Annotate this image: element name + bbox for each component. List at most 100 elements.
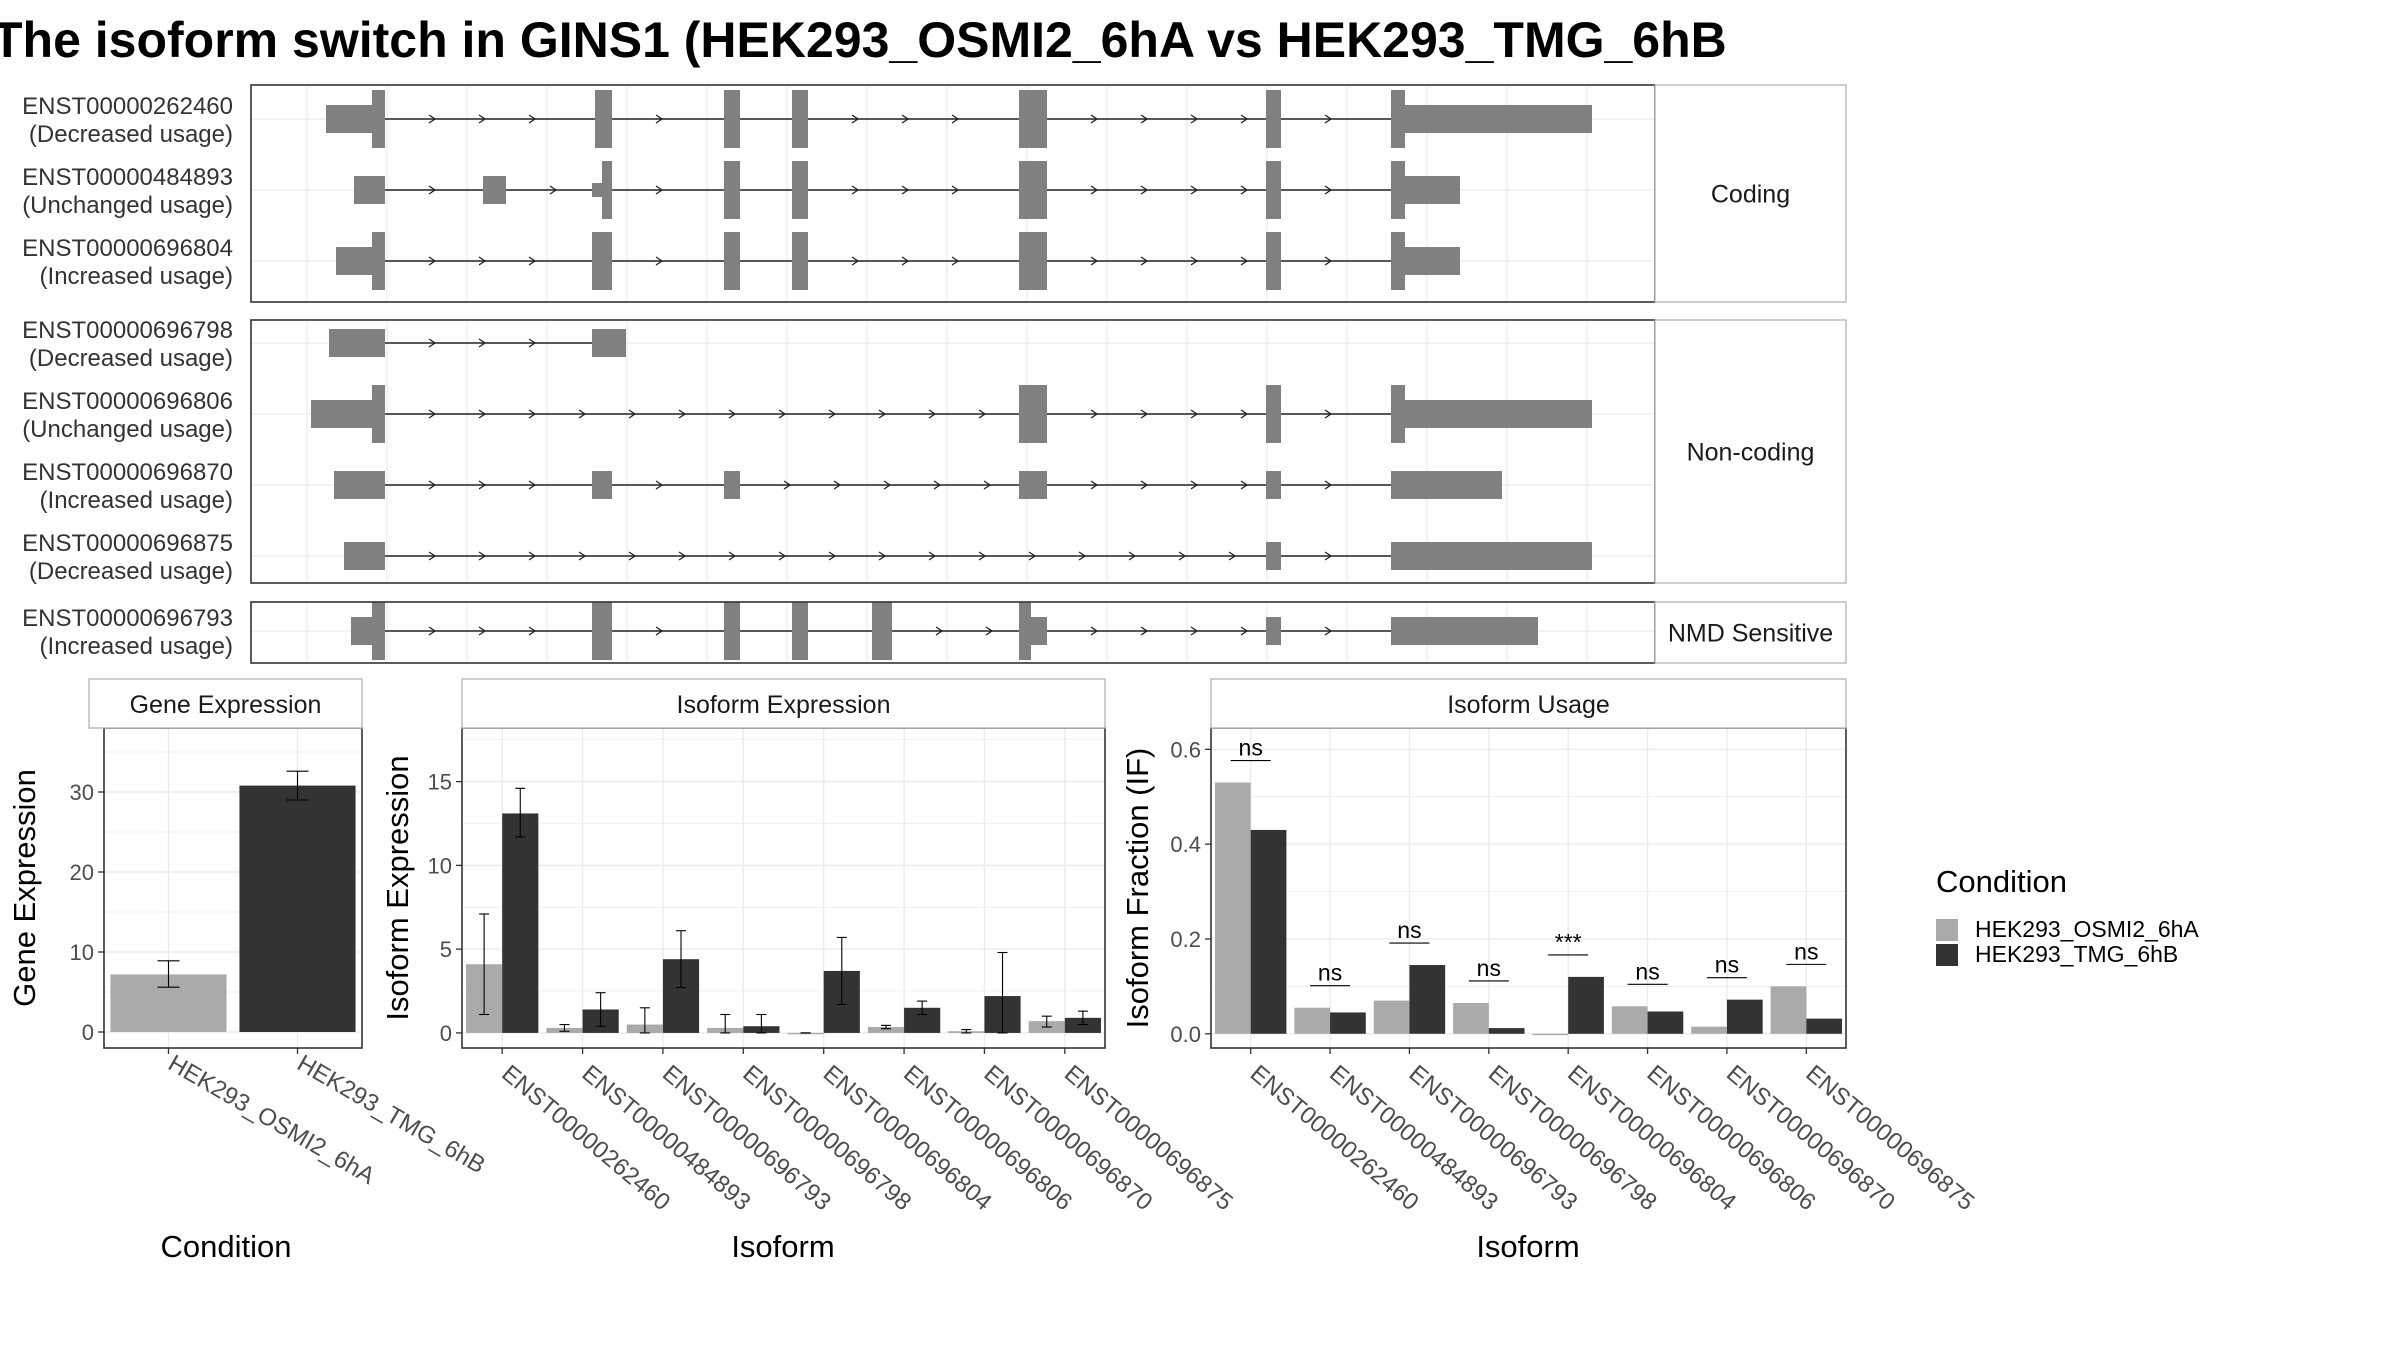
intron-arrow	[778, 409, 787, 419]
exon-block	[1019, 232, 1047, 290]
intron-arrow	[1090, 256, 1099, 266]
y-axis-label: Gene Expression	[7, 769, 42, 1007]
intron-arrow	[478, 114, 487, 124]
bar	[1647, 1011, 1684, 1034]
intron-arrow	[728, 551, 737, 561]
exon-block	[724, 161, 740, 219]
bar	[239, 785, 356, 1032]
significance-label: ns	[1318, 960, 1342, 986]
exon-block	[872, 602, 892, 660]
strip-bg	[1210, 678, 1847, 729]
strip-bg	[461, 678, 1106, 729]
x-axis-label: Condition	[161, 1229, 292, 1264]
bar	[1611, 1006, 1648, 1034]
intron-arrow	[1324, 551, 1333, 561]
intron-arrow	[1324, 409, 1333, 419]
group-strip-label: Coding	[1711, 181, 1790, 209]
bar	[1770, 986, 1807, 1034]
intron-arrow	[655, 480, 664, 490]
exon-block	[311, 400, 372, 428]
x-tick-label: HEK293_OSMI2_6hA	[164, 1050, 380, 1190]
intron-arrow	[928, 551, 937, 561]
structure-panel-2: ENST00000696793(Increased usage) NMD Sens…	[22, 601, 1847, 664]
intron-arrow	[951, 185, 960, 195]
intron-arrow	[428, 256, 437, 266]
bar	[1064, 1017, 1101, 1033]
y-tick-label: 0.4	[1170, 832, 1201, 857]
exon-block	[595, 90, 612, 148]
bar	[1214, 782, 1251, 1034]
intron-arrow	[1324, 480, 1333, 490]
intron-arrow	[549, 185, 558, 195]
intron-arrow	[428, 114, 437, 124]
intron-arrow	[1090, 409, 1099, 419]
figure-title: The isoform switch in GINS1 (HEK293_OSMI…	[0, 12, 1727, 68]
bar	[1726, 999, 1763, 1034]
intron-arrow	[528, 626, 537, 636]
exon-block	[592, 329, 626, 357]
exon-block	[372, 232, 385, 290]
intron-arrow	[1090, 480, 1099, 490]
isoform-usage-label: (Unchanged usage)	[22, 192, 233, 219]
group-strip-label: Non-coding	[1687, 439, 1815, 467]
exon-block	[1391, 385, 1405, 443]
legend-swatch	[1936, 944, 1958, 966]
intron-arrow	[1190, 185, 1199, 195]
intron-arrow	[1140, 480, 1149, 490]
intron-arrow	[928, 409, 937, 419]
bar	[502, 813, 539, 1033]
intron-arrow	[1078, 551, 1087, 561]
intron-arrow	[1228, 551, 1237, 561]
bar	[1453, 1002, 1489, 1034]
significance-label: ns	[1715, 952, 1739, 978]
intron-arrow	[678, 409, 687, 419]
exon-block	[1391, 232, 1405, 290]
intron-arrow	[678, 551, 687, 561]
intron-arrow	[951, 256, 960, 266]
exon-block	[1266, 161, 1281, 219]
intron-arrow	[1028, 551, 1037, 561]
intron-arrow	[728, 409, 737, 419]
isoform-id-label: ENST00000696875	[22, 530, 233, 557]
significance-label: ns	[1397, 917, 1421, 943]
intron-arrow	[1090, 114, 1099, 124]
exon-block	[602, 161, 612, 219]
intron-arrow	[978, 551, 987, 561]
exon-block	[1405, 105, 1592, 133]
exon-block	[1266, 542, 1281, 570]
structure-panel-0: ENST00000262460(Decreased usage) ENST0000…	[22, 84, 1847, 303]
exon-block	[329, 329, 385, 357]
legend-swatch	[1936, 919, 1958, 941]
intron-arrow	[478, 409, 487, 419]
y-tick-label: 0.0	[1170, 1022, 1201, 1047]
bar	[1691, 1026, 1727, 1034]
exon-block	[354, 176, 385, 204]
y-axis-label: Isoform Expression	[380, 755, 415, 1020]
exon-block	[1405, 176, 1460, 204]
intron-arrow	[828, 409, 837, 419]
intron-arrow	[1190, 409, 1199, 419]
intron-arrow	[985, 626, 994, 636]
exon-block	[483, 176, 506, 204]
exon-block	[344, 542, 385, 570]
isoform-usage-label: (Decreased usage)	[29, 558, 233, 585]
y-tick-label: 0.6	[1170, 737, 1201, 762]
intron-arrow	[1090, 626, 1099, 636]
exon-block	[1391, 542, 1592, 570]
y-tick-label: 0.2	[1170, 927, 1201, 952]
exon-block	[1266, 232, 1281, 290]
isoform-usage-label: (Increased usage)	[40, 633, 233, 660]
legend-item-label: HEK293_TMG_6hB	[1975, 941, 2178, 967]
intron-arrow	[1190, 480, 1199, 490]
intron-arrow	[1140, 114, 1149, 124]
intron-arrow	[1128, 551, 1137, 561]
y-tick-label: 15	[428, 770, 452, 795]
intron-arrow	[1140, 409, 1149, 419]
intron-arrow	[1190, 256, 1199, 266]
panel-strip-label: Isoform Usage	[1447, 691, 1610, 719]
significance-label: ***	[1555, 929, 1582, 955]
bar	[867, 1027, 905, 1033]
intron-arrow	[478, 551, 487, 561]
